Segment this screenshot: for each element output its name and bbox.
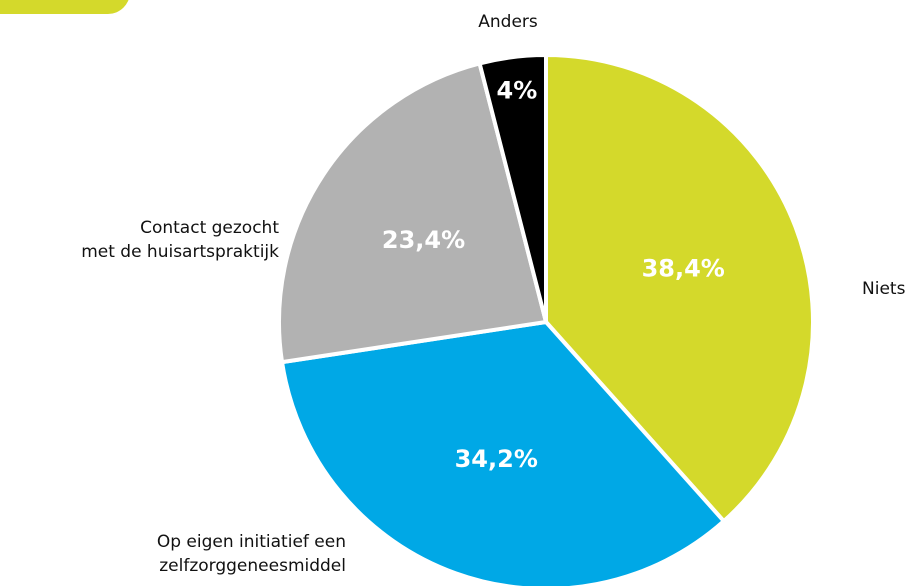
pie-slice <box>277 61 548 365</box>
pie-slice <box>544 53 815 524</box>
category-label: Niets <box>862 279 906 299</box>
decor-tab <box>0 0 129 14</box>
value-label: 4% <box>497 77 538 105</box>
category-label: Contact gezocht met de huisartspraktijk <box>81 218 279 262</box>
value-label: 34,2% <box>455 445 538 473</box>
pie-slice <box>477 53 548 324</box>
pie-slice <box>280 320 726 586</box>
value-label: 38,4% <box>642 255 725 283</box>
category-label: Op eigen initiatief een zelfzorggeneesmi… <box>156 532 346 576</box>
value-label: 23,4% <box>382 226 465 254</box>
category-label: Anders <box>478 12 538 32</box>
